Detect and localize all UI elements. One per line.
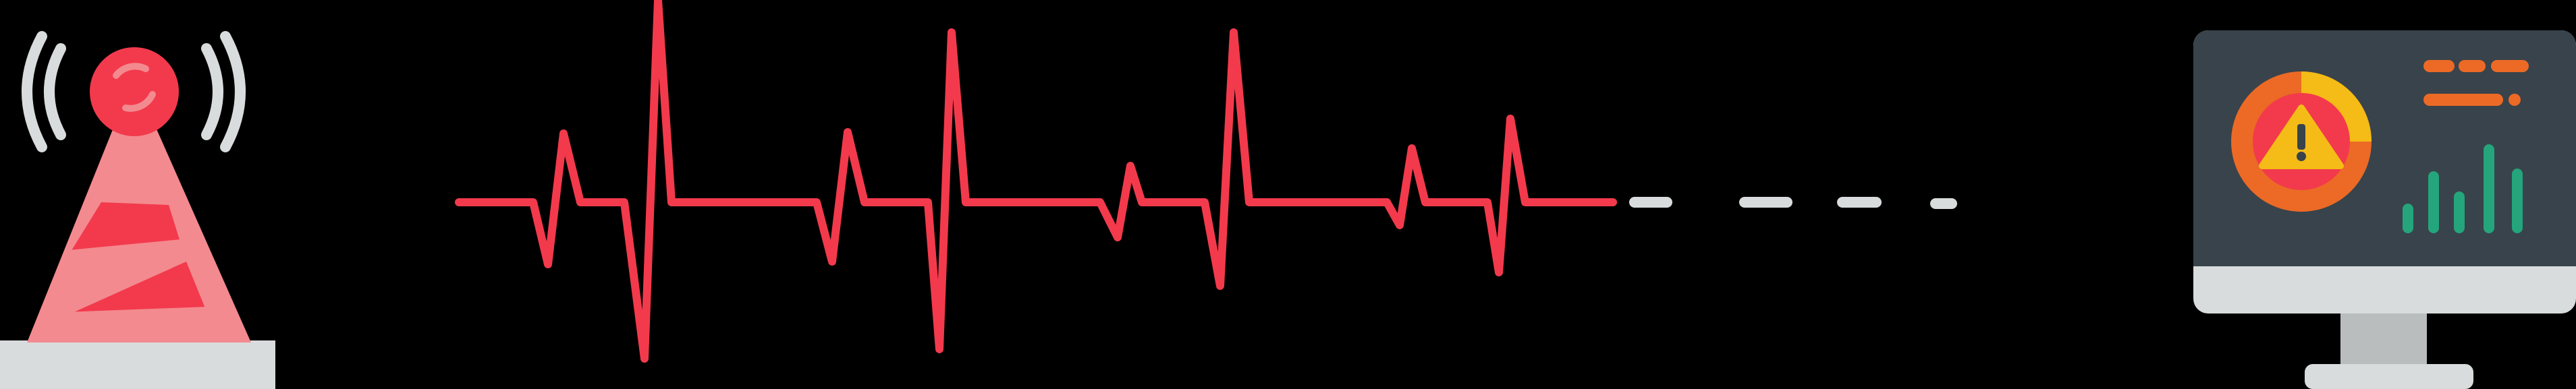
- heartbeat-signal-line: [455, 0, 1957, 363]
- monitor-alert-icon: [2193, 30, 2576, 389]
- signal-waves-right-icon: [201, 31, 246, 152]
- tower-base: [0, 340, 275, 389]
- signal-dashes: [1629, 197, 1957, 209]
- alert-gauge-yellow-arc: [2301, 71, 2372, 142]
- tower-ball-highlight: [113, 63, 149, 79]
- tower-top-ball: [90, 47, 179, 136]
- monitor-neck: [2340, 307, 2427, 367]
- signal-waves-left-icon: [22, 31, 66, 152]
- tower-bracing: [63, 239, 207, 322]
- chart-bars-icon: [2403, 144, 2523, 233]
- monitor-foot: [2305, 364, 2473, 389]
- status-lines: [2423, 60, 2529, 106]
- radio-tower-icon: [0, 31, 275, 389]
- warning-triangle-icon: [2259, 104, 2344, 169]
- tower-panel-lower: [63, 262, 207, 317]
- tower-panel-top: [69, 202, 181, 255]
